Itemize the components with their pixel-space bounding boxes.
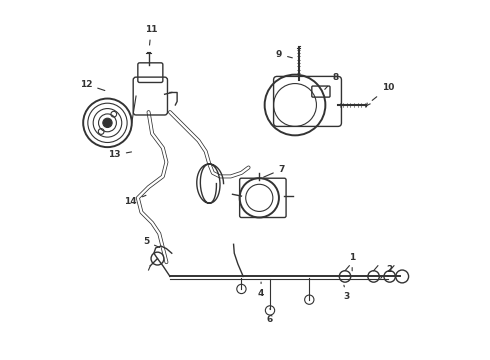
Text: 6: 6 [267, 309, 273, 324]
Text: 11: 11 [145, 26, 157, 45]
Text: 5: 5 [143, 237, 160, 247]
Text: 4: 4 [258, 282, 264, 298]
Text: 10: 10 [372, 83, 394, 100]
Text: 8: 8 [325, 73, 339, 89]
Text: 12: 12 [80, 80, 105, 90]
Text: 2: 2 [381, 265, 393, 278]
Text: 3: 3 [343, 285, 350, 301]
Circle shape [103, 118, 112, 127]
Text: 7: 7 [264, 165, 285, 177]
Text: 13: 13 [108, 150, 131, 159]
Text: 14: 14 [124, 195, 146, 206]
Text: 9: 9 [276, 50, 293, 59]
Text: 1: 1 [349, 253, 355, 271]
